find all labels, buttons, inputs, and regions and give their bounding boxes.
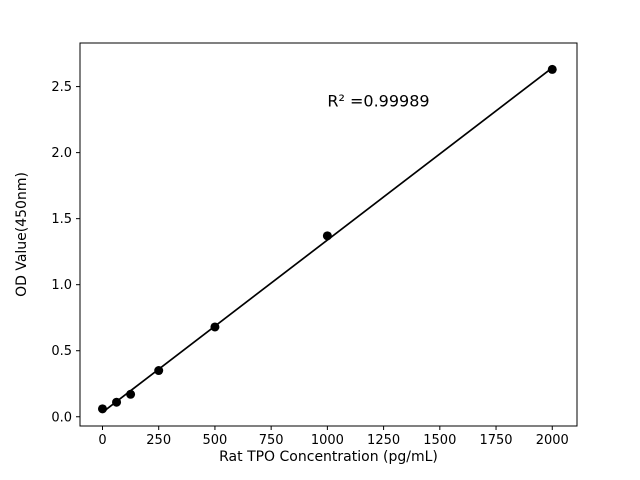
data-point (154, 366, 164, 376)
x-tick-label: 1750 (479, 433, 512, 448)
x-tick-label: 500 (203, 433, 228, 448)
r-squared-annotation: R² =0.99989 (327, 91, 429, 110)
data-point (547, 64, 557, 74)
data-point (112, 397, 122, 407)
x-tick-label: 0 (98, 433, 106, 448)
data-point (97, 404, 107, 414)
y-tick-label: 0.0 (51, 410, 72, 425)
y-tick-label: 0.5 (51, 344, 72, 359)
x-tick-label: 750 (259, 433, 284, 448)
x-tick-label: 250 (146, 433, 171, 448)
y-tick-label: 1.0 (51, 278, 72, 293)
x-axis-label: Rat TPO Concentration (pg/mL) (219, 449, 438, 465)
y-tick-label: 2.5 (51, 80, 72, 95)
data-point (126, 389, 136, 399)
x-tick-label: 1500 (423, 433, 456, 448)
x-tick-label: 1250 (367, 433, 400, 448)
y-axis-label: OD Value(450nm) (14, 172, 30, 297)
y-tick-label: 2.0 (51, 146, 72, 161)
plot-content: 0 250 500 750 1000 1250 1500 1750 2000 0.0 0.5 1.0 1… (51, 64, 569, 448)
plot-frame (79, 42, 578, 427)
data-point (322, 231, 332, 241)
y-tick-label: 1.5 (51, 212, 72, 227)
x-tick-label: 1000 (311, 433, 344, 448)
x-tick-label: 2000 (536, 433, 569, 448)
data-point (210, 322, 220, 332)
